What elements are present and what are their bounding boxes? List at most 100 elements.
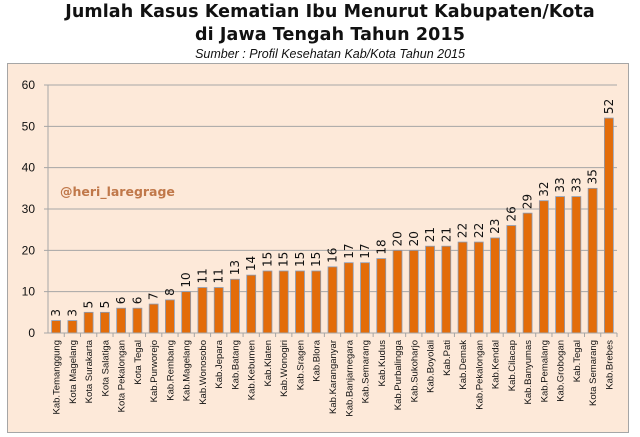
bar [67, 320, 78, 334]
data-label: 33 [553, 177, 567, 192]
category-label: Kota Tegal [133, 340, 144, 385]
data-label: 8 [163, 288, 177, 296]
data-label: 35 [586, 169, 600, 184]
bar [197, 287, 208, 334]
data-label: 32 [537, 181, 551, 196]
category-label: Kab.Jepara [214, 339, 225, 388]
watermark: @heri_laregrage [60, 184, 175, 199]
category-label: Kab.Sukoharjo [409, 340, 420, 402]
bar [132, 307, 143, 334]
chart-title-line-2: di Jawa Tengah Tahun 2015 [195, 25, 465, 45]
bar [100, 311, 110, 334]
y-tick-label: 20 [22, 243, 36, 257]
bar [473, 241, 484, 334]
data-label: 29 [521, 194, 535, 209]
bar [604, 117, 614, 334]
category-label: Kota Pekalongan [117, 340, 128, 412]
category-label: Kab.Brebes [604, 340, 615, 390]
data-label: 13 [228, 260, 242, 275]
bar [246, 274, 257, 334]
chart-subtitle: Sumber : Profil Kesehatan Kab/Kota Tahun… [160, 47, 500, 61]
bar [181, 291, 192, 334]
category-label: Kab.Temanggung [52, 340, 63, 414]
y-tick-label: 30 [22, 202, 36, 216]
category-label: Kab.Klaten [263, 340, 274, 386]
bar [278, 270, 289, 334]
data-label: 18 [374, 239, 388, 254]
data-label: 22 [456, 223, 470, 238]
data-label: 5 [82, 301, 96, 309]
chart-title-line-1: Jumlah Kasus Kematian Ibu Menurut Kabupa… [65, 2, 595, 22]
data-label: 14 [244, 256, 258, 271]
bar [116, 307, 127, 334]
category-label: Kab.Demak [458, 340, 469, 390]
data-label: 22 [472, 223, 486, 238]
y-tick-label: 0 [28, 326, 35, 340]
bar [587, 187, 598, 334]
data-label: 16 [326, 248, 340, 263]
bar [555, 196, 565, 334]
bar [262, 270, 273, 334]
data-label: 21 [439, 227, 453, 242]
category-label: Kota Salatiga [100, 339, 111, 396]
bar [441, 245, 452, 334]
category-label: Kab.Cilacap [507, 340, 518, 391]
category-label: Kota Semarang [588, 340, 599, 406]
category-label: Kab.Boyolali [426, 340, 437, 393]
bar [165, 299, 175, 334]
data-label: 3 [49, 309, 63, 317]
y-tick-label: 60 [22, 78, 36, 92]
category-label: Kab.Batang [230, 340, 241, 390]
category-label: Kab.Karanganyar [328, 340, 339, 414]
data-label: 5 [98, 301, 112, 309]
y-tick-label: 10 [22, 285, 36, 299]
bar [213, 287, 224, 334]
bar [295, 270, 305, 334]
bar [230, 278, 240, 334]
category-label: Kab.Sragen [295, 340, 306, 390]
data-label: 15 [309, 252, 323, 267]
bar [51, 320, 61, 334]
data-label: 6 [130, 297, 144, 305]
bar [425, 245, 435, 334]
y-tick-label: 50 [22, 119, 36, 133]
bar [522, 212, 533, 334]
category-label: Kab.Pati [442, 340, 453, 376]
category-label: Kab.Purbalingga [393, 339, 404, 410]
category-label: Kab.Kendal [491, 340, 502, 389]
category-label: Kab.Magelang [182, 340, 193, 401]
data-label: 7 [147, 292, 161, 300]
category-label: Kab.Kebumen [247, 340, 258, 400]
category-label: Kota Surakarta [84, 339, 95, 403]
category-label: Kab.Banjarnegara [344, 339, 355, 416]
bar [408, 249, 419, 334]
data-label: 10 [179, 272, 193, 287]
bar [490, 237, 500, 334]
category-label: Kab.Purworejo [149, 340, 160, 402]
bar [457, 241, 468, 334]
bar [538, 200, 549, 334]
data-label: 3 [65, 309, 79, 317]
data-label: 17 [342, 243, 356, 258]
bar [343, 262, 354, 334]
bar [83, 311, 94, 334]
category-label: Kab.Wonosobo [198, 340, 209, 405]
category-label: Kab.Banyumas [523, 340, 534, 405]
y-tick-label: 40 [22, 161, 36, 175]
category-label: Kab.Grobogan [556, 340, 567, 402]
data-label: 17 [358, 243, 372, 258]
category-label: Kota Magelang [68, 340, 79, 404]
data-label: 20 [391, 231, 405, 246]
data-label: 15 [260, 252, 274, 267]
data-label: 11 [212, 268, 226, 283]
data-label: 21 [423, 227, 437, 242]
data-label: 20 [407, 231, 421, 246]
category-label: Kab.Kudus [377, 340, 388, 387]
bar [311, 270, 322, 334]
bar [376, 258, 387, 334]
bar [571, 196, 582, 334]
data-label: 6 [114, 297, 128, 305]
category-label: Kab.Blora [312, 339, 323, 381]
data-label: 26 [504, 206, 518, 221]
